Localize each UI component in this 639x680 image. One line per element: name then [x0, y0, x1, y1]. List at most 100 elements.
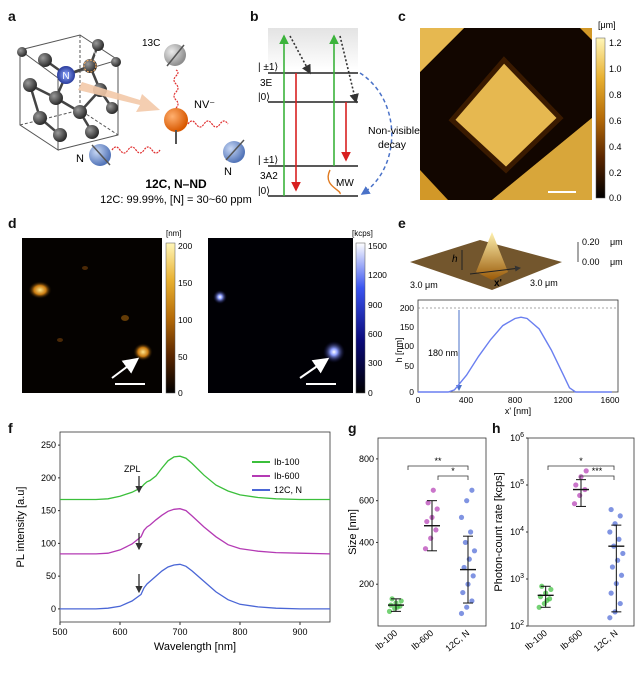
- afm-particle-2: [133, 343, 153, 361]
- hMarks-point: [618, 572, 625, 578]
- gMarks-point: [398, 598, 404, 604]
- pl-map-d: [208, 238, 353, 393]
- arrow-d-left: [111, 357, 140, 379]
- gMarks-point: [462, 539, 468, 546]
- gMarks-point: [461, 564, 467, 571]
- hMarks-category-label: 12C, N: [592, 628, 620, 654]
- colorbar-c-ticks: 1.2 1.0 0.8 0.6 0.4 0.2 0.0: [609, 38, 622, 203]
- hMarks-point: [617, 600, 623, 607]
- f-ytick-label: 150: [41, 506, 56, 516]
- hMarks-point: [616, 536, 622, 542]
- e-ytick-2: 100: [400, 341, 414, 351]
- gMarks-point: [434, 506, 440, 512]
- e-axis-h: h: [452, 254, 458, 265]
- arrow-d-right: [299, 357, 330, 379]
- panel-c: [μm] 1.2 1.0 0.8 0.6 0.4 0.2 0.0: [420, 20, 622, 203]
- afm-particle-1: [28, 281, 52, 299]
- e-plot-frame: [417, 299, 619, 393]
- hMarks-point: [608, 506, 614, 513]
- e-name-label: 3E: [260, 78, 273, 89]
- gMarks-category-label: 12C, N: [443, 628, 471, 654]
- tick-dr-3: 600: [368, 329, 382, 339]
- g-sig-brackets: [407, 465, 469, 480]
- f-legend-label: Ib-600: [274, 471, 300, 481]
- e-annot: 180 nm: [428, 348, 458, 358]
- panel-e: h x' 3.0 μm 3.0 μm 0.20 μm 0.00 μm 180 n…: [394, 232, 623, 416]
- coupling-wave-left: [111, 146, 161, 154]
- vacancy-marker-icon: [83, 59, 97, 73]
- f-xtick-label: 900: [292, 627, 307, 637]
- hMarks-ytick-label: 106: [510, 432, 524, 443]
- tick-dl-2: 100: [178, 315, 192, 325]
- tick-c-6: 0.0: [609, 193, 622, 203]
- panel-c-label: c: [398, 8, 406, 24]
- hMarks-ytick-label: 105: [510, 479, 524, 490]
- coupling-wave-right: [187, 120, 229, 128]
- hMarks-point: [583, 468, 589, 474]
- gMarks-point: [469, 598, 475, 604]
- hMarks-point: [609, 564, 616, 570]
- f-xlabel: Wavelength [nm]: [154, 641, 236, 653]
- gMarks-ytick-label: 400: [359, 537, 374, 547]
- f-xtick-label: 700: [172, 627, 187, 637]
- hMarks-point: [607, 529, 613, 535]
- tick-c-1: 1.0: [609, 64, 622, 74]
- colorbar-d-left: [165, 242, 176, 394]
- hMarks-point: [571, 501, 578, 507]
- tick-c-2: 0.8: [609, 90, 622, 100]
- h-sig-2: ***: [592, 466, 603, 476]
- nv-label: NV⁻: [194, 99, 215, 111]
- gMarks-point: [424, 518, 430, 525]
- hMarks-point: [573, 482, 579, 488]
- colorbar-d-left-unit: [nm]: [166, 229, 182, 238]
- afm-map-d: [22, 238, 162, 393]
- panel-h-label: h: [492, 420, 501, 436]
- energy-levels: [268, 72, 358, 197]
- nitrogen-left-spin-icon: [91, 144, 111, 166]
- g-sig-2: *: [451, 466, 455, 476]
- colorbar-d-right-unit: [kcps]: [352, 229, 373, 238]
- f-zpl-label: ZPL: [124, 464, 141, 474]
- hMarks-point: [548, 586, 554, 593]
- g-plot-frame: [377, 437, 487, 627]
- hMarks-category-label: Ib-100: [523, 628, 549, 652]
- f-legend-label: Ib-100: [274, 457, 300, 467]
- gMarks-point: [466, 556, 472, 562]
- hMarks-point: [577, 492, 583, 499]
- e-xtick-1: 400: [459, 395, 473, 405]
- panel-e-label: e: [398, 215, 406, 231]
- gMarks-point: [469, 487, 475, 493]
- f-plot-frame: [59, 431, 331, 623]
- transition-arrows: [279, 34, 359, 196]
- gMarks-point: [464, 498, 470, 504]
- e-ytick-1: 150: [400, 322, 414, 332]
- tick-dl-4: 0: [178, 388, 183, 398]
- gMarks-point: [471, 548, 478, 554]
- hMarks-ytick-label: 103: [510, 573, 524, 584]
- panel-a: N V NV⁻ 13C N N 12C, N–ND 12C: 99.99%, […: [17, 34, 252, 206]
- colorbar-d-right: [355, 242, 366, 394]
- g-ylabel: Size [nm]: [347, 509, 359, 555]
- e-xtick-0: 0: [416, 395, 421, 405]
- f-series-line-0: [60, 455, 330, 501]
- f-ytick-label: 100: [41, 538, 56, 548]
- gMarks-point: [425, 500, 431, 506]
- colorbar-c: [595, 37, 606, 199]
- f-legend-label: 12C, N: [274, 485, 302, 495]
- nitrogen-atom-label: N: [62, 71, 69, 82]
- pl-spot-2: [323, 341, 345, 363]
- f-series-line-2: [60, 563, 330, 610]
- f-series-line-1: [60, 508, 331, 555]
- gMarks-point: [468, 529, 474, 535]
- gMarks-ytick-label: 600: [359, 496, 374, 506]
- hMarks-point: [608, 590, 614, 596]
- gMarks-point: [458, 514, 465, 520]
- hMarks-ytick-label: 102: [510, 620, 524, 631]
- e-z-bottom: 0.00: [582, 257, 600, 267]
- lattice-atoms: [17, 39, 121, 142]
- afm-3d-pyramid: [476, 232, 508, 280]
- tick-dr-2: 900: [368, 300, 382, 310]
- e-side-left: 3.0 μm: [410, 280, 438, 290]
- e-ytick-3: 50: [405, 361, 415, 371]
